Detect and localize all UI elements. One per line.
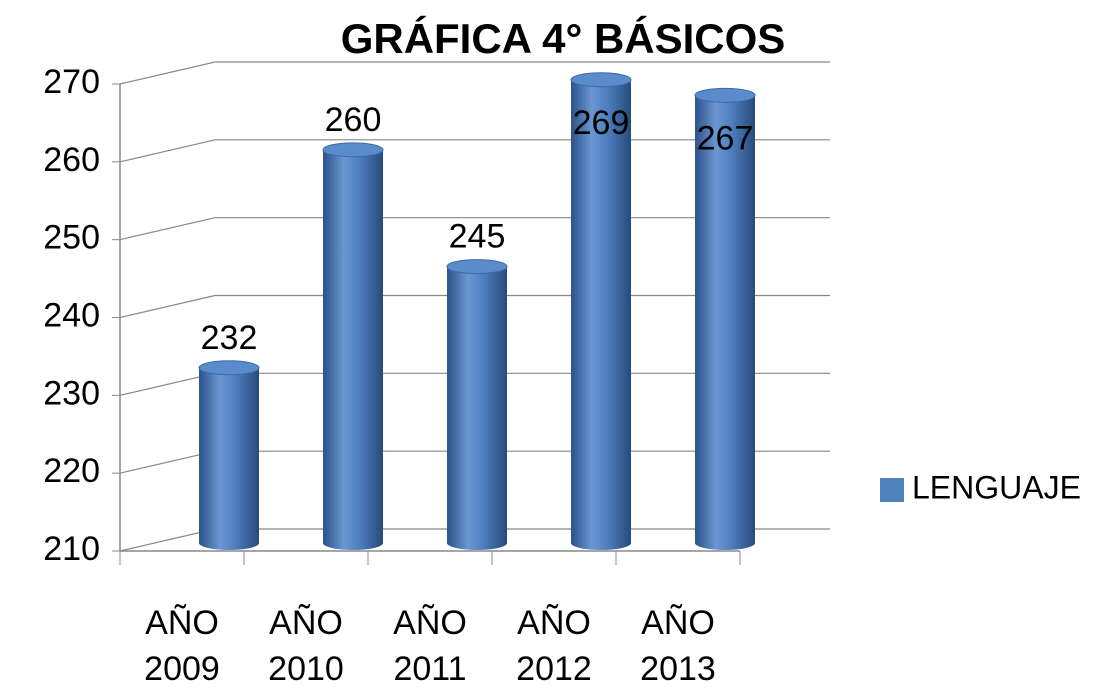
x-tick-label: AÑO 2012: [504, 600, 604, 692]
data-label: 232: [201, 319, 258, 357]
bar: [199, 368, 259, 550]
bar-top: [447, 260, 507, 274]
bar-top: [323, 143, 383, 157]
chart-title: GRÁFICA 4° BÁSICOS: [341, 15, 786, 62]
y-tick-label: 250: [43, 219, 100, 257]
bar: [447, 267, 507, 550]
legend-swatch: [880, 478, 904, 502]
y-tick-label: 220: [43, 452, 100, 490]
x-tick-label: AÑO 2011: [380, 600, 480, 692]
x-tick-label: AÑO 2010: [256, 600, 356, 692]
legend-label: LENGUAJE: [912, 469, 1081, 505]
bar: [571, 80, 631, 550]
bar: [695, 95, 755, 550]
data-label: 260: [325, 101, 382, 139]
bar-top: [695, 88, 755, 102]
data-label: 269: [573, 104, 630, 142]
bar-top: [571, 73, 631, 87]
grid-line: [120, 62, 830, 84]
y-tick-label: 230: [43, 374, 100, 412]
chart: GRÁFICA 4° BÁSICOS 210 220 230 240 250 260 270…: [0, 0, 1106, 696]
y-tick-label: 270: [43, 63, 100, 101]
y-tick-label: 240: [43, 296, 100, 334]
y-tick-label: 260: [43, 141, 100, 179]
bar: [323, 150, 383, 550]
x-tick-label: AÑO 2009: [132, 600, 232, 692]
bar-top: [199, 361, 259, 375]
page: GRÁFICA 4° BÁSICOS 210 220 230 240 250 260 270…: [0, 0, 1106, 696]
y-tick-label: 210: [43, 530, 100, 568]
data-label: 267: [697, 119, 754, 157]
x-tick-label: AÑO 2013: [628, 600, 728, 692]
data-label: 245: [449, 218, 506, 256]
